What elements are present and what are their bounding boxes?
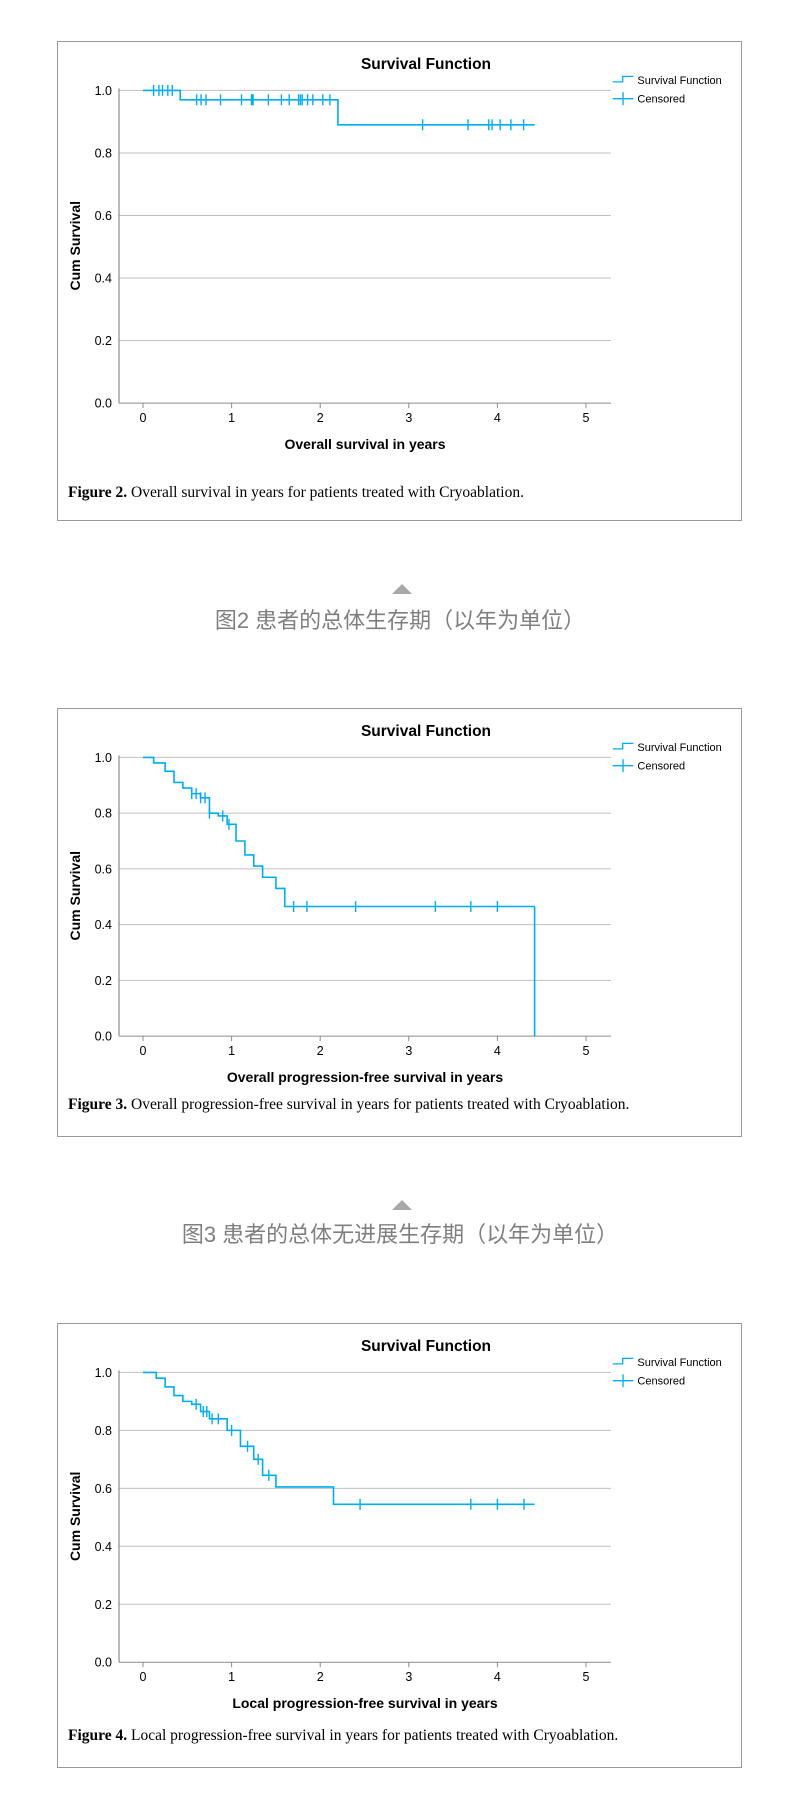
svg-text:2: 2 (317, 1670, 324, 1684)
svg-text:Survival Function: Survival Function (361, 56, 491, 73)
svg-text:0.6: 0.6 (95, 208, 112, 222)
svg-text:0.0: 0.0 (95, 396, 112, 410)
svg-text:Survival Function: Survival Function (637, 742, 721, 754)
svg-text:1.0: 1.0 (95, 83, 112, 97)
svg-text:2: 2 (317, 1045, 324, 1059)
svg-text:4: 4 (494, 411, 501, 425)
svg-text:1: 1 (228, 411, 235, 425)
svg-text:5: 5 (583, 1670, 590, 1684)
svg-text:Overall survival in years: Overall survival in years (284, 436, 445, 452)
svg-text:Overall progression-free survi: Overall progression-free survival in yea… (227, 1070, 503, 1086)
svg-text:0.8: 0.8 (95, 1424, 112, 1438)
svg-text:0.6: 0.6 (95, 863, 112, 877)
svg-text:2: 2 (317, 411, 324, 425)
svg-text:Survival Function: Survival Function (361, 723, 491, 740)
svg-text:4: 4 (494, 1670, 501, 1684)
svg-text:4: 4 (494, 1045, 501, 1059)
svg-text:5: 5 (583, 411, 590, 425)
svg-text:Survival Function: Survival Function (361, 1338, 491, 1355)
svg-text:Survival Function: Survival Function (637, 1357, 721, 1369)
svg-text:0.2: 0.2 (95, 1598, 112, 1612)
svg-text:5: 5 (583, 1045, 590, 1059)
svg-text:Censored: Censored (637, 761, 685, 773)
svg-text:0.0: 0.0 (95, 1656, 112, 1670)
svg-text:Cum Survival: Cum Survival (67, 851, 83, 940)
svg-text:1.0: 1.0 (95, 751, 112, 765)
svg-text:Cum Survival: Cum Survival (67, 1471, 83, 1560)
svg-text:1: 1 (228, 1670, 235, 1684)
svg-text:Local progression-free surviva: Local progression-free survival in years (232, 1695, 498, 1711)
svg-text:3: 3 (405, 411, 412, 425)
svg-text:0.2: 0.2 (95, 974, 112, 988)
svg-text:0: 0 (140, 1670, 147, 1684)
svg-text:3: 3 (405, 1045, 412, 1059)
svg-text:0.8: 0.8 (95, 807, 112, 821)
svg-text:Survival Function: Survival Function (637, 74, 721, 86)
svg-text:Censored: Censored (637, 1376, 685, 1388)
svg-text:0.8: 0.8 (95, 146, 112, 160)
svg-text:0.0: 0.0 (95, 1030, 112, 1044)
svg-text:1: 1 (228, 1045, 235, 1059)
svg-text:Censored: Censored (637, 93, 685, 105)
svg-text:1.0: 1.0 (95, 1366, 112, 1380)
svg-text:0.4: 0.4 (95, 919, 112, 933)
svg-text:0.4: 0.4 (95, 1540, 112, 1554)
svg-text:0.4: 0.4 (95, 271, 112, 285)
svg-text:3: 3 (405, 1670, 412, 1684)
svg-text:Cum Survival: Cum Survival (67, 201, 83, 290)
svg-text:0.2: 0.2 (95, 334, 112, 348)
svg-text:0: 0 (140, 411, 147, 425)
svg-text:0.6: 0.6 (95, 1482, 112, 1496)
svg-text:0: 0 (140, 1045, 147, 1059)
